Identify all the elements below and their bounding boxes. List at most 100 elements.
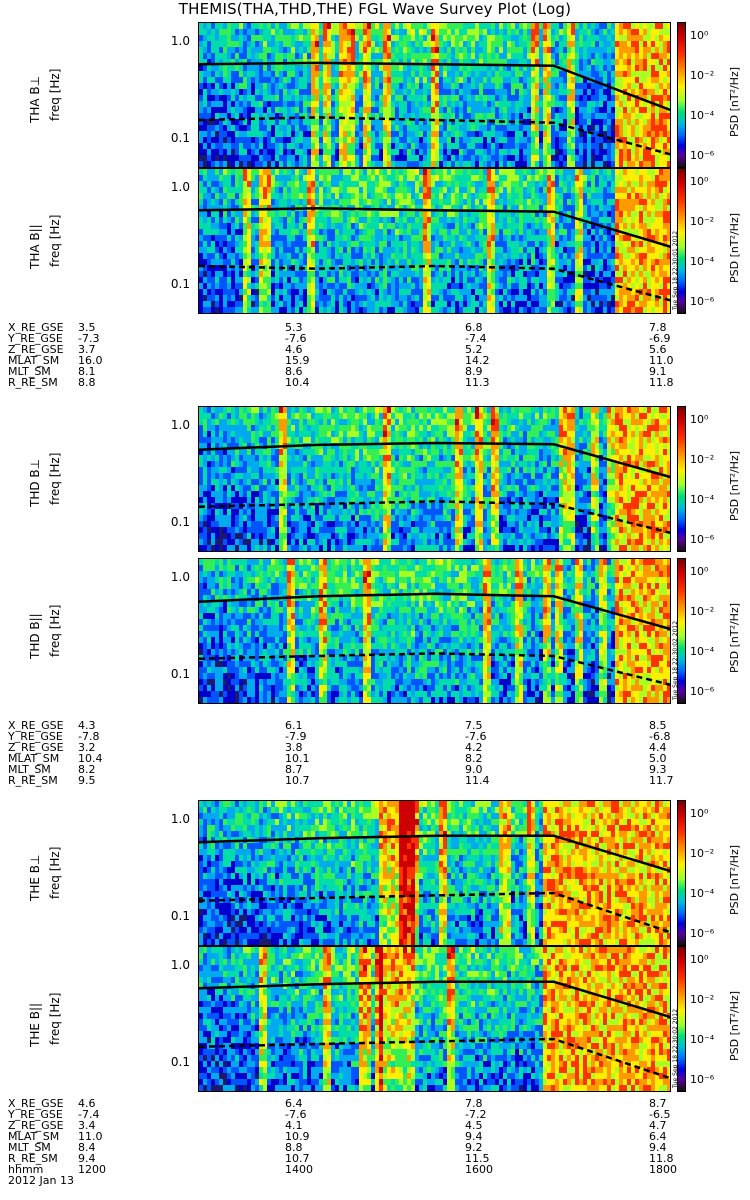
ephemeris-label: MLAT_SM [8,752,60,765]
ephemeris-value: 15.9 [285,354,310,367]
ephemeris-value: 9.0 [465,763,483,776]
ephemeris-value: 1200 [78,1163,106,1176]
panel-label: THD B|| [28,613,42,659]
ephemeris-row: Z_RE_GSE 3.2 3.8 4.2 4.4 [8,742,738,753]
ephemeris-label: R_RE_SM [8,1152,58,1165]
ephemeris-value: 11.4 [465,774,490,787]
spectrogram [199,947,670,1091]
solid-line [199,834,670,873]
ephemeris-value: 6.1 [285,719,303,732]
ephemeris-value: 10.7 [285,774,310,787]
colorbar-tick-label: 10⁰ [690,565,709,578]
dashed-line [199,652,670,686]
ephemeris-value: 5.0 [649,752,667,765]
ephemeris-row: MLAT_SM 11.0 10.9 9.4 6.4 [8,1131,738,1142]
ephemeris-value: 5.3 [285,321,303,334]
y-tick-label: 0.1 [170,276,190,291]
ephemeris-label: X_RE_GSE [8,719,64,732]
ephemeris-value: 1400 [285,1163,313,1176]
colorbar [677,406,686,552]
colorbar-tick-label: 10⁰ [690,29,709,42]
colorbar-label: PSD [nT²/Hz] [728,844,741,915]
panel-label: THE B|| [28,1002,42,1047]
y-axis-label: freq [Hz] [48,214,62,267]
ephemeris-label: Y_RE_GSE [8,1108,63,1121]
ephemeris-row: hhmm 1200 1400 1600 1800 [8,1164,738,1175]
ephemeris-value: 5.2 [465,343,483,356]
y-tick-label: 1.0 [170,957,190,972]
ephemeris-row: R_RE_SM 9.5 10.7 11.4 11.7 [8,775,738,786]
ephemeris-value: 8.7 [649,1097,667,1110]
colorbar-tick-label: 10⁻² [690,215,715,228]
spectrogram [199,169,670,313]
colorbar-tick-label: 10⁰ [690,953,709,966]
ephemeris-label: Z_RE_GSE [8,1119,64,1132]
colorbar-tick-label: 10⁰ [690,807,709,820]
date-label: 2012 Jan 13 [8,1174,74,1187]
ephemeris-value: -6.9 [649,332,671,345]
colorbar-tick-label: 10⁻⁴ [690,645,715,658]
ephemeris-value: 10.4 [285,376,310,389]
colorbar-tick-label: 10⁰ [690,175,709,188]
ephemeris-value: -7.6 [285,332,307,345]
ephemeris-value: 8.9 [465,365,483,378]
y-tick-label: 0.1 [170,666,190,681]
y-axis-label: freq [Hz] [48,846,62,899]
ephemeris-value: -7.3 [78,332,100,345]
ephemeris-row: Y_RE_GSE -7.3 -7.6 -7.4 -6.9 [8,333,738,344]
colorbar-tick-label: 10⁻⁴ [690,1033,715,1046]
plot-title: THEMIS(THA,THD,THE) FGL Wave Survey Plot… [178,0,572,18]
ephemeris-value: 3.7 [78,343,96,356]
ephemeris-value: 10.7 [285,1152,310,1165]
timestamp-stamp: Tue Sep 18 22:30:01 2012 [672,230,679,310]
y-axis-label: freq [Hz] [48,68,62,121]
ephemeris-value: 3.4 [78,1119,96,1132]
ephemeris-value: 14.2 [465,354,490,367]
ephemeris-value: -7.6 [465,730,487,743]
solid-line [199,592,670,631]
ephemeris-label: hhmm [8,1163,44,1176]
y-axis-label: freq [Hz] [48,452,62,505]
colorbar [677,800,686,946]
ephemeris-value: 11.0 [649,354,674,367]
ephemeris-label: X_RE_GSE [8,321,64,334]
colorbar [677,946,686,1092]
ephemeris-row: Z_RE_GSE 3.7 4.6 5.2 5.6 [8,344,738,355]
ephemeris-value: -7.6 [285,1108,307,1121]
colorbar-tick-label: 10⁻⁶ [690,533,715,546]
y-tick-label: 1.0 [170,811,190,826]
ephemeris-value: 9.4 [649,1141,667,1154]
ephemeris-value: 3.5 [78,321,96,334]
ephemeris-value: 4.4 [649,741,667,754]
ephemeris-value: 7.5 [465,719,483,732]
ephemeris-label: Y_RE_GSE [8,332,63,345]
colorbar-tick-label: 10⁻⁴ [690,109,715,122]
ephemeris-row: MLAT_SM 10.4 10.1 8.2 5.0 [8,753,738,764]
ephemeris-row: R_RE_SM 8.8 10.4 11.3 11.8 [8,377,738,388]
ephemeris-label: Y_RE_GSE [8,730,63,743]
colorbar-tick-label: 10⁻⁶ [690,1073,715,1086]
ephemeris-value: -7.4 [78,1108,100,1121]
spectrogram-panel [198,406,671,552]
dashed-line [199,500,670,534]
ephemeris-value: 10.1 [285,752,310,765]
ephemeris-value: 4.3 [78,719,96,732]
ephemeris-value: 3.2 [78,741,96,754]
ephemeris-value: 7.8 [465,1097,483,1110]
y-tick-label: 1.0 [170,179,190,194]
ephemeris-label: MLAT_SM [8,354,60,367]
spectrogram-panel [198,800,671,946]
colorbar-label: PSD [nT²/Hz] [728,602,741,673]
colorbar-label: PSD [nT²/Hz] [728,990,741,1061]
ephemeris-value: 8.4 [78,1141,96,1154]
y-tick-label: 0.1 [170,130,190,145]
colorbar-tick-label: 10⁰ [690,413,709,426]
colorbar-tick-label: 10⁻⁴ [690,493,715,506]
colorbar-tick-label: 10⁻⁶ [690,295,715,308]
y-tick-label: 1.0 [170,33,190,48]
ephemeris-value: 8.1 [78,365,96,378]
colorbar-tick-label: 10⁻⁶ [690,149,715,162]
colorbar [677,558,686,704]
spectrogram [199,23,670,167]
colorbar-label: PSD [nT²/Hz] [728,66,741,137]
